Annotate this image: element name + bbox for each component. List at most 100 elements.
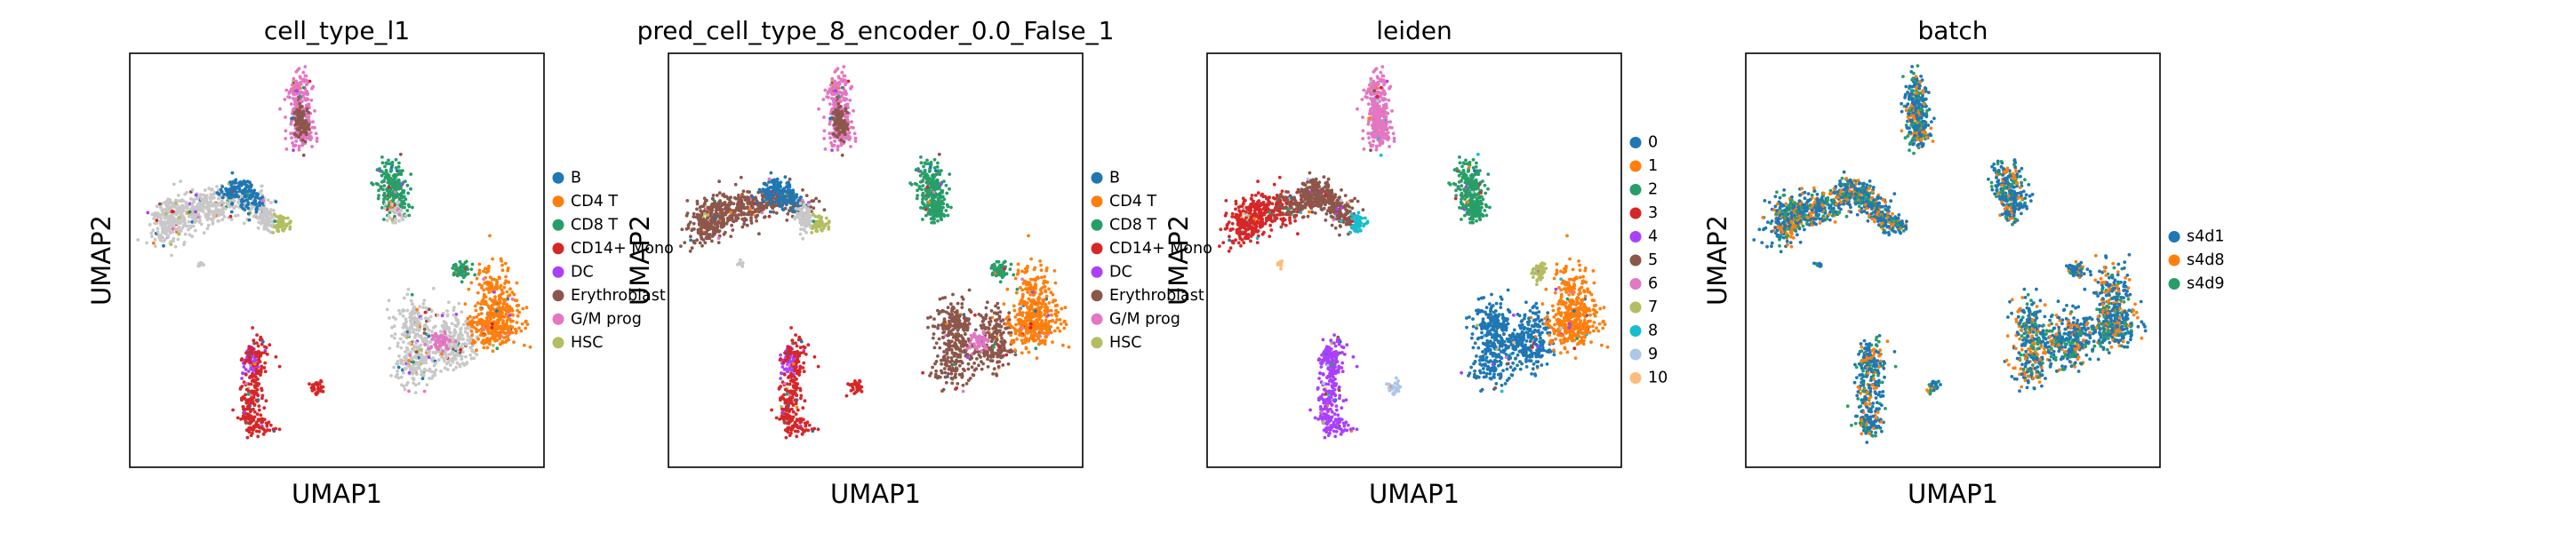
data-point bbox=[740, 225, 745, 229]
data-point bbox=[254, 398, 259, 402]
data-point bbox=[932, 213, 937, 218]
data-point bbox=[450, 322, 454, 326]
data-point bbox=[443, 366, 447, 370]
data-point bbox=[256, 216, 260, 220]
data-point bbox=[151, 241, 156, 245]
data-point bbox=[697, 219, 701, 222]
data-point bbox=[763, 215, 767, 219]
data-point bbox=[965, 323, 970, 327]
data-point bbox=[414, 341, 419, 346]
data-point bbox=[229, 218, 234, 222]
data-point bbox=[276, 229, 279, 233]
data-point bbox=[684, 213, 689, 218]
data-point bbox=[997, 273, 1002, 277]
data-point bbox=[411, 302, 414, 306]
data-point bbox=[319, 378, 323, 383]
data-point bbox=[377, 194, 380, 198]
data-point bbox=[484, 287, 489, 290]
data-point bbox=[803, 228, 806, 232]
data-point bbox=[843, 131, 847, 135]
data-point bbox=[956, 301, 960, 306]
data-point bbox=[297, 114, 301, 118]
data-point bbox=[136, 238, 140, 242]
data-point bbox=[190, 235, 195, 238]
data-point bbox=[968, 377, 972, 380]
data-point bbox=[232, 199, 236, 203]
data-point bbox=[943, 357, 947, 361]
data-point bbox=[428, 314, 433, 319]
data-point bbox=[403, 205, 406, 210]
data-point bbox=[399, 346, 404, 350]
data-point bbox=[244, 387, 249, 392]
data-point bbox=[799, 209, 804, 213]
data-point bbox=[507, 310, 510, 314]
data-point bbox=[382, 197, 386, 202]
data-point bbox=[727, 198, 732, 202]
data-point bbox=[392, 336, 396, 340]
data-point bbox=[174, 201, 178, 205]
data-point bbox=[303, 74, 308, 78]
data-point bbox=[686, 226, 691, 230]
data-point bbox=[764, 187, 769, 192]
data-point bbox=[424, 369, 428, 372]
legend-marker bbox=[552, 266, 564, 278]
data-point bbox=[963, 332, 967, 336]
data-point bbox=[765, 192, 770, 195]
data-point bbox=[937, 172, 941, 176]
data-point bbox=[948, 325, 952, 329]
data-point bbox=[463, 260, 468, 265]
data-point bbox=[706, 236, 709, 241]
data-point bbox=[396, 165, 401, 169]
data-point bbox=[395, 211, 399, 215]
data-point bbox=[290, 136, 293, 140]
data-point bbox=[817, 223, 820, 227]
data-point bbox=[948, 366, 951, 370]
data-point bbox=[145, 241, 149, 245]
data-point bbox=[176, 194, 180, 197]
data-point bbox=[249, 361, 252, 364]
data-point bbox=[700, 229, 703, 234]
data-point bbox=[958, 325, 963, 329]
data-point bbox=[966, 362, 971, 366]
data-point bbox=[842, 139, 846, 144]
data-point bbox=[433, 370, 436, 375]
data-point bbox=[725, 219, 730, 223]
data-point bbox=[417, 382, 421, 386]
data-point bbox=[188, 214, 192, 218]
data-point bbox=[194, 193, 198, 197]
data-point bbox=[473, 273, 477, 277]
data-point bbox=[838, 90, 842, 94]
data-point bbox=[998, 280, 1003, 284]
data-point bbox=[423, 310, 428, 314]
data-point bbox=[961, 383, 965, 387]
data-point bbox=[828, 136, 832, 140]
data-point bbox=[417, 363, 421, 368]
data-point bbox=[463, 341, 468, 346]
data-point bbox=[842, 97, 846, 100]
data-point bbox=[280, 227, 284, 232]
data-point bbox=[389, 334, 394, 338]
data-point bbox=[940, 370, 944, 375]
data-point bbox=[724, 230, 727, 235]
data-point bbox=[246, 185, 250, 188]
data-point bbox=[443, 330, 447, 334]
data-point bbox=[396, 369, 399, 373]
data-point bbox=[834, 89, 838, 93]
legend-marker bbox=[552, 219, 564, 231]
data-point bbox=[980, 367, 984, 371]
data-point bbox=[251, 400, 255, 404]
data-point bbox=[393, 332, 397, 336]
data-point bbox=[729, 235, 733, 238]
data-point bbox=[493, 338, 498, 343]
data-point bbox=[845, 110, 850, 115]
data-point bbox=[458, 267, 462, 272]
data-point bbox=[463, 302, 468, 306]
data-point bbox=[207, 211, 212, 216]
data-point bbox=[399, 375, 404, 379]
data-point bbox=[740, 261, 745, 265]
data-point bbox=[776, 183, 780, 187]
data-point bbox=[310, 145, 314, 148]
data-point bbox=[407, 213, 412, 218]
data-point bbox=[433, 324, 437, 329]
data-point bbox=[263, 214, 268, 219]
